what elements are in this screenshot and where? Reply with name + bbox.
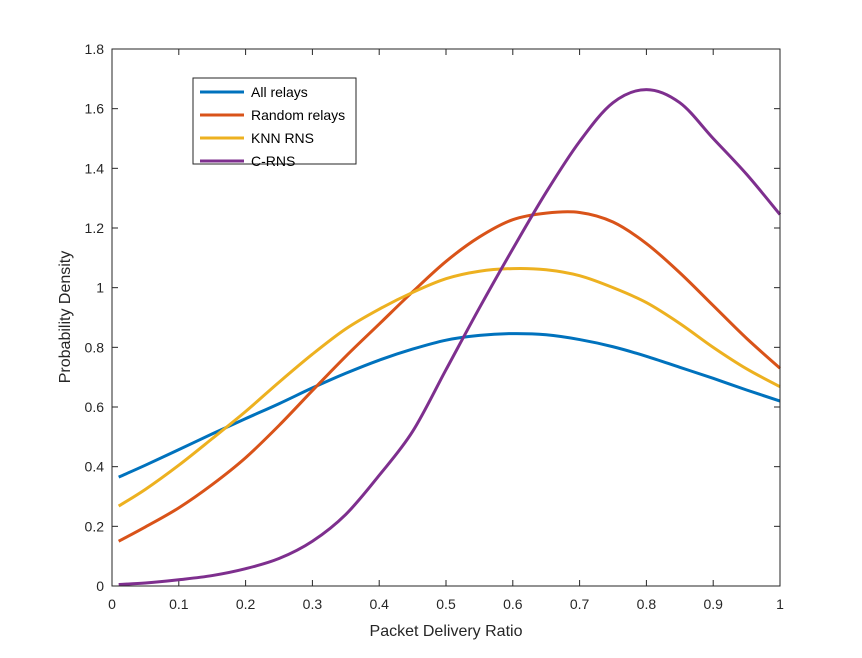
series-line-c-rns — [118, 88, 782, 587]
legend: All relays Random relays KNN RNS C-RNS — [192, 77, 357, 169]
x-tick-label: 1 — [776, 596, 784, 612]
x-tick-label: 0.3 — [303, 596, 323, 612]
x-axis-label: Packet Delivery Ratio — [370, 623, 523, 640]
y-tick-label: 0.6 — [85, 399, 105, 415]
series-line-random-relays — [117, 210, 781, 543]
y-tick-label: 0.8 — [85, 339, 105, 355]
y-tick-label: 1.4 — [85, 160, 105, 176]
y-tick-label: 1.2 — [85, 220, 105, 236]
y-tick-label: 1 — [96, 280, 104, 296]
legend-box — [192, 77, 357, 165]
y-axis-label: Probability Density — [57, 251, 74, 384]
y-tick-label: 1.6 — [85, 101, 105, 117]
y-tick-label: 0.4 — [85, 459, 105, 475]
x-tick-label: 0 — [108, 596, 116, 612]
legend-label-c-rns: C-RNS — [251, 153, 295, 169]
y-tick-label: 1.8 — [85, 41, 105, 57]
x-tick-label: 0.1 — [169, 596, 189, 612]
series-layer — [117, 88, 782, 587]
x-tick-label: 0.2 — [236, 596, 256, 612]
x-tick-label: 0.9 — [703, 596, 723, 612]
x-tick-label: 0.7 — [570, 596, 590, 612]
legend-label-all-relays: All relays — [251, 84, 308, 100]
x-tick-label: 0.6 — [503, 596, 523, 612]
legend-label-knn-rns: KNN RNS — [251, 130, 314, 146]
series-line-knn-rns — [117, 266, 781, 508]
x-tick-label: 0.4 — [369, 596, 389, 612]
legend-label-random-relays: Random relays — [251, 107, 345, 123]
y-tick-label: 0 — [96, 578, 104, 594]
y-tick-label: 0.2 — [85, 518, 105, 534]
x-tick-label: 0.5 — [436, 596, 456, 612]
tick-labels: 0 0.1 0.2 0.3 0.4 0.5 0.6 0.7 0.8 0.9 1 0 0.2 0.4 0.6 0… — [85, 41, 785, 612]
plot-frame — [111, 48, 781, 587]
x-tick-label: 0.8 — [637, 596, 657, 612]
